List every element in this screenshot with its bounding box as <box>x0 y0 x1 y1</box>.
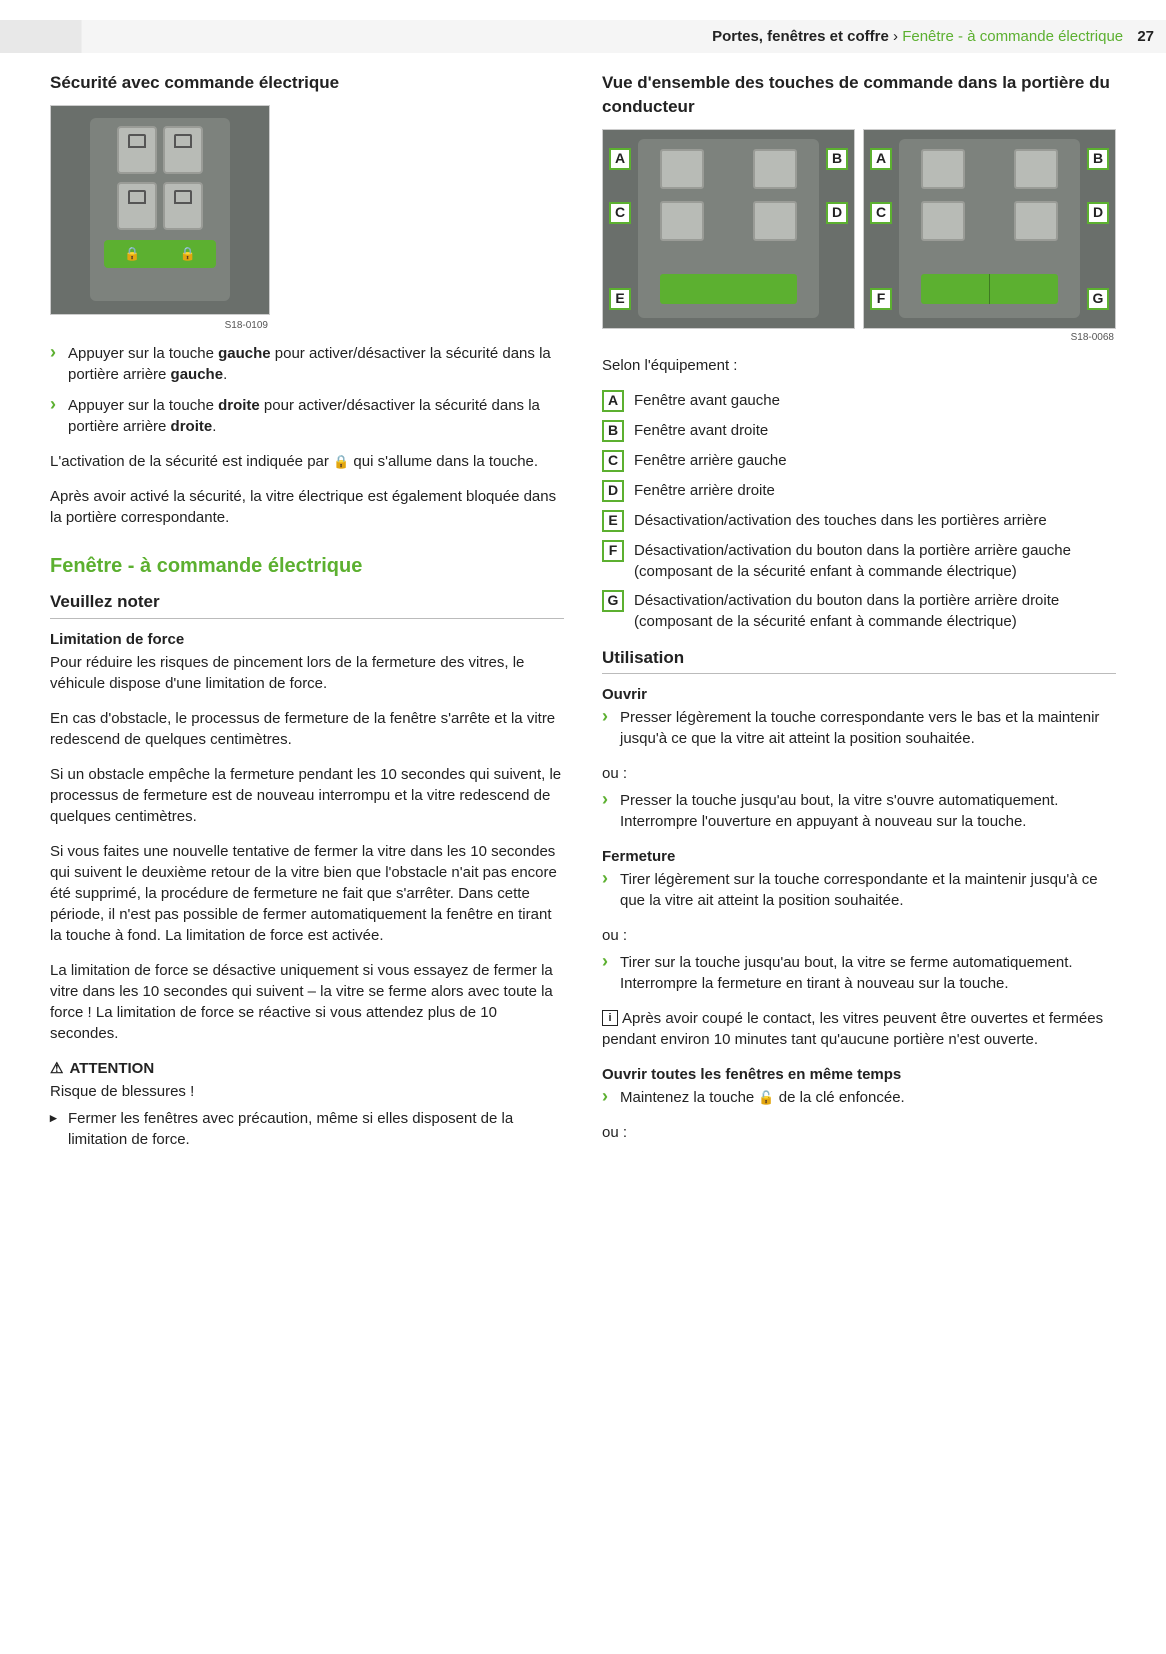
right-column: Vue d'ensemble des touches de commande d… <box>602 71 1116 1164</box>
right-title-1: Vue d'ensemble des touches de commande d… <box>602 71 1116 119</box>
subsection-heading: Veuillez noter <box>50 590 564 614</box>
paragraph-heading: Ouvrir <box>602 684 1116 705</box>
left-column: Sécurité avec commande électrique 🔒🔒 S18… <box>50 71 564 1164</box>
paragraph: La limitation de force se désactive uniq… <box>50 960 564 1044</box>
lock-icon: 🔒 <box>180 245 196 263</box>
attention-text: Risque de blessures ! <box>50 1081 564 1102</box>
open-list: Presser légèrement la touche corresponda… <box>602 707 1116 749</box>
paragraph-heading: Limitation de force <box>50 629 564 650</box>
paragraph: Selon l'équipement : <box>602 355 1116 376</box>
legend-key: E <box>602 510 624 532</box>
subsection-heading: Utilisation <box>602 646 1116 670</box>
legend-text: Désactivation/activation du bouton dans … <box>634 590 1116 632</box>
figure-2-caption: S18-0068 <box>602 331 1116 345</box>
instruction-list-1: Appuyer sur la touche gauche pour active… <box>50 343 564 437</box>
info-icon: i <box>602 1010 618 1026</box>
close-list: Tirer légèrement sur la touche correspon… <box>602 869 1116 911</box>
page-number: 27 <box>1137 28 1154 45</box>
paragraph: En cas d'obstacle, le processus de ferme… <box>50 708 564 750</box>
list-item: Presser la touche jusqu'au bout, la vitr… <box>602 790 1116 832</box>
or-text: ou : <box>602 925 1116 946</box>
legend-text: Désactivation/activation du bouton dans … <box>634 540 1116 582</box>
close-list-2: Tirer sur la touche jusqu'au bout, la vi… <box>602 952 1116 994</box>
paragraph: Si un obstacle empêche la fermeture pend… <box>50 764 564 827</box>
legend-text: Fenêtre arrière droite <box>634 480 1116 501</box>
label-A: A <box>870 148 892 170</box>
lock-icon: 🔒 <box>333 454 349 469</box>
paragraph: Si vous faites une nouvelle tentative de… <box>50 841 564 946</box>
legend-key: D <box>602 480 624 502</box>
open-list-2: Presser la touche jusqu'au bout, la vitr… <box>602 790 1116 832</box>
list-item: Tirer légèrement sur la touche correspon… <box>602 869 1116 911</box>
legend-list: A Fenêtre avant gauche B Fenêtre avant dro… <box>602 390 1116 632</box>
legend-key: C <box>602 450 624 472</box>
label-D: D <box>1087 202 1109 224</box>
attention-heading: ATTENTION <box>50 1058 564 1079</box>
header-chapter: Portes, fenêtres et coffre <box>712 28 889 45</box>
list-item: Fermer les fenêtres avec précaution, mêm… <box>50 1108 564 1150</box>
label-F: F <box>870 288 892 310</box>
or-text: ou : <box>602 1122 1116 1143</box>
legend-text: Fenêtre avant droite <box>634 420 1116 441</box>
unlock-icon: 🔓 <box>758 1090 774 1105</box>
list-item: Appuyer sur la touche droite pour active… <box>50 395 564 437</box>
lock-icon: 🔒 <box>124 245 140 263</box>
legend-text: Désactivation/activation des touches dan… <box>634 510 1116 531</box>
list-item: Appuyer sur la touche gauche pour active… <box>50 343 564 385</box>
legend-text: Fenêtre arrière gauche <box>634 450 1116 471</box>
figure-2: A B C D E A B C D F G <box>602 129 1116 329</box>
label-B: B <box>1087 148 1109 170</box>
paragraph: L'activation de la sécurité est indiquée… <box>50 451 564 472</box>
label-A: A <box>609 148 631 170</box>
legend-key: G <box>602 590 624 612</box>
legend-key: B <box>602 420 624 442</box>
paragraph: Après avoir activé la sécurité, la vitre… <box>50 486 564 528</box>
page-header: Portes, fenêtres et coffre › Fenêtre - à… <box>0 20 1166 53</box>
figure-1-caption: S18-0109 <box>50 319 270 333</box>
paragraph: Pour réduire les risques de pincement lo… <box>50 652 564 694</box>
header-section: Fenêtre - à commande électrique <box>902 28 1123 45</box>
legend-text: Fenêtre avant gauche <box>634 390 1116 411</box>
list-item: Tirer sur la touche jusqu'au bout, la vi… <box>602 952 1116 994</box>
left-title-1: Sécurité avec commande électrique <box>50 71 564 95</box>
label-C: C <box>609 202 631 224</box>
all-windows-list: Maintenez la touche 🔓 de la clé enfoncée… <box>602 1087 1116 1108</box>
paragraph-heading: Fermeture <box>602 846 1116 867</box>
label-C: C <box>870 202 892 224</box>
list-item: Maintenez la touche 🔓 de la clé enfoncée… <box>602 1087 1116 1108</box>
paragraph-heading: Ouvrir toutes les fenêtres en même temps <box>602 1064 1116 1085</box>
attention-list: Fermer les fenêtres avec précaution, mêm… <box>50 1108 564 1150</box>
label-E: E <box>609 288 631 310</box>
label-G: G <box>1087 288 1109 310</box>
legend-key: F <box>602 540 624 562</box>
info-paragraph: iAprès avoir coupé le contact, les vitre… <box>602 1008 1116 1050</box>
label-D: D <box>826 202 848 224</box>
legend-key: A <box>602 390 624 412</box>
figure-1: 🔒🔒 <box>50 105 270 315</box>
or-text: ou : <box>602 763 1116 784</box>
list-item: Presser légèrement la touche corresponda… <box>602 707 1116 749</box>
section-heading: Fenêtre - à commande électrique <box>50 552 564 580</box>
label-B: B <box>826 148 848 170</box>
